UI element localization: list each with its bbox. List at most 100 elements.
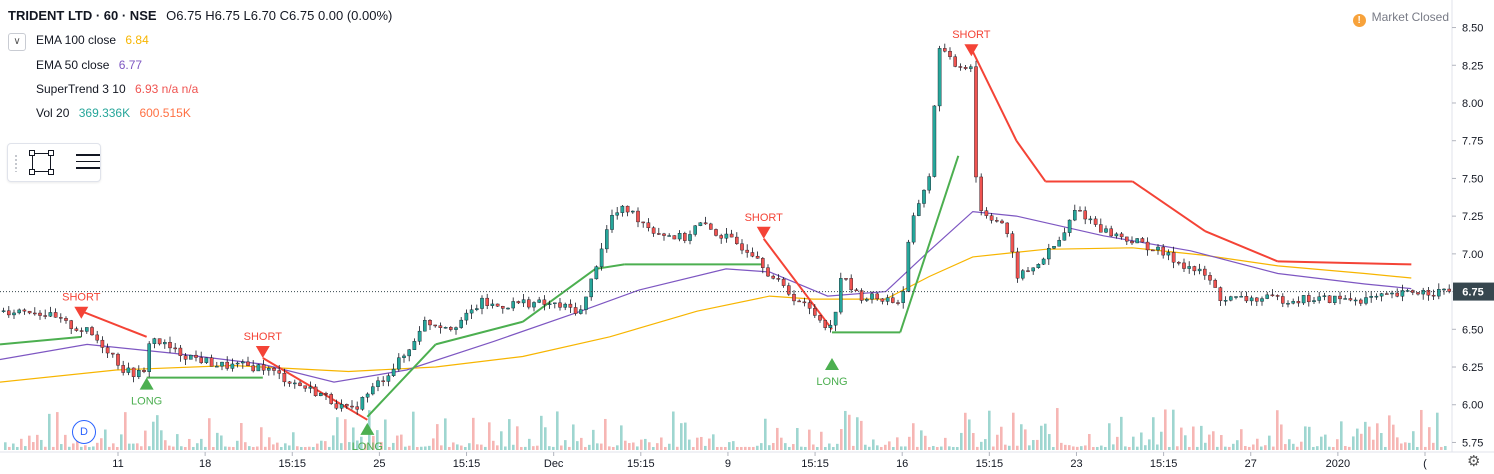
volume-bar [496,445,499,450]
volume-bar [888,441,891,450]
time-axis-label: 15:15 [279,458,307,470]
volume-bar [836,443,839,450]
volume-bar [820,431,823,450]
candle-body [1213,279,1217,288]
volume-bar [80,446,83,450]
candle-body [1280,296,1285,304]
volume-bar [1424,446,1427,450]
candle-body [1052,246,1056,249]
candle-body [776,278,781,280]
object-tree-icon[interactable] [76,154,100,172]
time-axis-label: 15:15 [453,458,481,470]
candle-body [1312,300,1316,303]
volume-bar [168,445,171,450]
supertrend-segment [522,268,596,323]
candle-body [469,309,474,314]
dividend-marker[interactable]: D [72,420,96,444]
indicator-ema50[interactable]: EMA 50 close 6.77 [36,58,142,72]
volume-bar [1420,409,1423,450]
candle-body [896,302,900,304]
volume-bar [480,444,483,450]
volume-bar [1024,429,1027,450]
candle-body [105,347,110,354]
volume-bar [224,446,227,450]
volume-bar [456,444,459,450]
volume-bar [1416,446,1419,450]
volume-bar [1444,446,1447,450]
volume-bar [960,432,963,450]
volume-bar [912,423,915,450]
long-signal-arrow [139,377,154,390]
volume-bar [56,412,59,450]
volume-bar [484,446,487,450]
candle-body [261,364,266,371]
candle-body [355,406,360,410]
candle-body [870,293,874,300]
candle-body [27,310,32,314]
volume-bar [464,446,467,450]
candle-body [38,312,42,316]
volume-bar [620,425,623,450]
volume-bar [1348,446,1351,450]
candle-body [501,305,505,309]
candle-body [1098,224,1103,233]
candle-body [495,303,500,307]
candle-body [251,365,256,372]
candle-body [636,210,640,223]
collapse-legend-button[interactable]: ∨ [8,33,26,51]
volume-bar [1292,443,1295,450]
drag-handle-icon[interactable] [14,154,18,172]
volume-bar [232,446,235,450]
volume-bar [244,442,247,450]
volume-bar [520,446,523,450]
volume-bar [492,440,495,450]
supertrend-segment [1015,140,1047,183]
volume-bar [40,439,43,450]
volume-bar [728,442,731,450]
volume-bar [216,432,219,450]
candle-body [677,233,682,240]
volume-bar [1088,434,1091,450]
volume-bar [756,445,759,450]
candle-body [833,311,838,326]
volume-bar [1040,425,1043,450]
candle-body [1124,236,1129,242]
volume-bar [316,443,319,450]
candle-body [943,48,947,52]
volume-bar [420,446,423,450]
indicator-ema100[interactable]: EMA 100 close 6.84 [36,33,149,47]
volume-bar [1156,444,1159,450]
candle-body [1166,252,1171,256]
candle-body [194,354,198,358]
volume-bar [124,412,127,450]
rectangle-tool-icon[interactable] [29,150,54,175]
volume-bar [1244,445,1247,450]
volume-bar [980,441,983,450]
volume-bar [580,437,583,450]
volume-bar [1280,424,1283,450]
volume-bar [1268,435,1271,450]
volume-bar [1200,425,1203,450]
volume-bar [1012,412,1015,450]
volume-bar [428,445,431,450]
market-status[interactable]: ! Market Closed [1352,10,1449,27]
supertrend-segment [1131,180,1206,233]
symbol-label[interactable]: TRIDENT LTD · 60 · NSE [8,8,157,23]
candle-body [95,334,99,341]
settings-gear-icon[interactable]: ⚙ [1467,453,1481,470]
time-axis-label: 9 [725,458,731,470]
volume-bar [668,443,671,450]
indicator-volume[interactable]: Vol 20 369.336K 600.515K [36,106,191,120]
volume-bar [1052,446,1055,450]
volume-bar [856,417,859,450]
volume-bar [1440,446,1443,450]
candle-body [423,320,427,332]
volume-bar [1284,444,1287,450]
volume-bar [1168,446,1171,450]
volume-bar [636,446,639,450]
indicator-supertrend[interactable]: SuperTrend 3 10 6.93 n/a n/a [36,82,198,96]
volume-bar [384,419,387,450]
candle-body [719,235,723,239]
candle-body [407,349,412,357]
